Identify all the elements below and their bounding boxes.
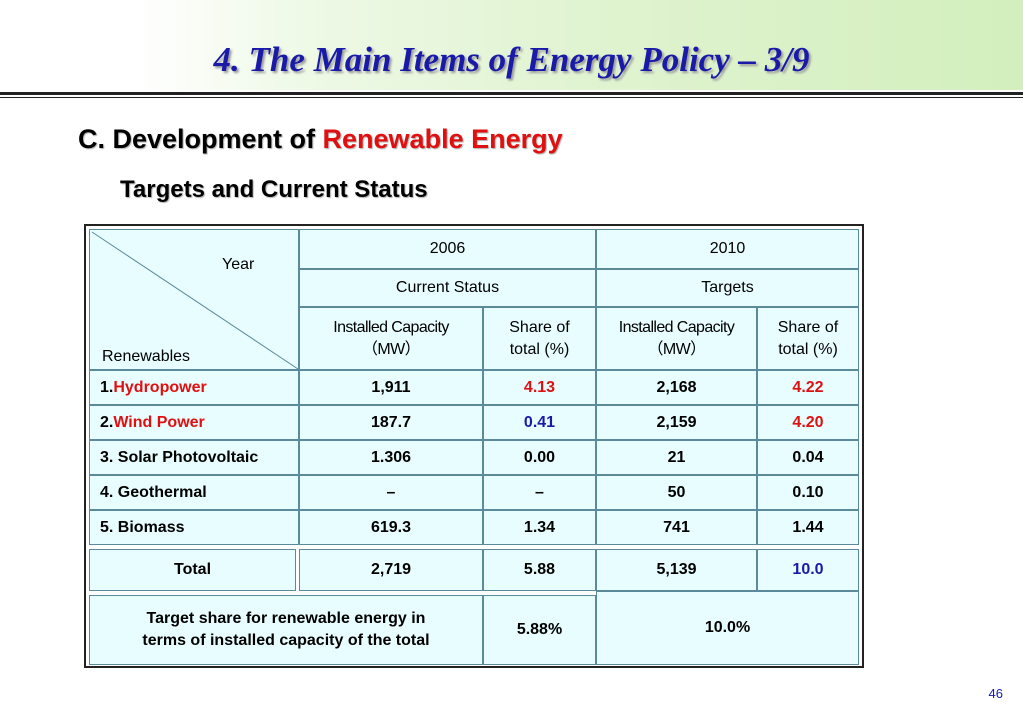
row-geothermal-name: 4. Geothermal xyxy=(89,475,299,510)
row-geothermal-share2006: – xyxy=(483,475,596,510)
title-rule-thin xyxy=(0,97,1023,98)
row-wind-cap2010: 2,159 xyxy=(596,405,757,440)
section-heading: C. Development of Renewable Energy xyxy=(78,124,563,155)
row-solar-cap2006: 1.306 xyxy=(299,440,483,475)
row-biomass-cap2006: 619.3 xyxy=(299,510,483,545)
total-pct-label: total (%) xyxy=(509,340,570,358)
total-cap2006: 2,719 xyxy=(299,549,483,591)
row-hydropower-share2010: 4.22 xyxy=(757,370,859,405)
target-share-label-line2: terms of installed capacity of the total xyxy=(142,632,430,649)
row-hydropower-name: 1. Hydropower xyxy=(89,370,299,405)
installed-capacity-2010-header: Installed Capacity （MW） xyxy=(596,307,757,370)
row-hydropower-cap2010: 2,168 xyxy=(596,370,757,405)
title-rule-thick xyxy=(0,92,1023,95)
total-cap2010: 5,139 xyxy=(596,549,757,591)
year-2006-header: 2006 xyxy=(299,229,596,269)
row-geothermal-cap2010: 50 xyxy=(596,475,757,510)
target-share-2010: 10.0% xyxy=(596,591,859,665)
renewables-table: Year Renewables 2006 2010 Current Status… xyxy=(84,224,864,668)
row-biomass-cap2010: 741 xyxy=(596,510,757,545)
corner-header-cell: Year Renewables xyxy=(89,229,299,370)
total-label: Total xyxy=(89,549,296,591)
row-wind-name: 2. Wind Power xyxy=(89,405,299,440)
installed-capacity-2006-header: Installed Capacity （MW） xyxy=(299,307,483,370)
share-2006-header: Share of total (%) xyxy=(483,307,596,370)
page-number: 46 xyxy=(988,686,1003,701)
table-heading: Targets and Current Status xyxy=(120,176,428,203)
year-label: Year xyxy=(222,256,255,273)
current-status-header: Current Status xyxy=(299,269,596,307)
corner-diagonal-line xyxy=(91,231,299,370)
target-share-label: Target share for renewable energy in ter… xyxy=(89,595,483,665)
target-share-2006: 5.88% xyxy=(483,595,596,665)
installed-capacity-label: Installed Capacity xyxy=(333,318,449,336)
row-solar-share2010: 0.04 xyxy=(757,440,859,475)
row-geothermal-share2010: 0.10 xyxy=(757,475,859,510)
row-wind-share2006: 0.41 xyxy=(483,405,596,440)
row-biomass-share2010: 1.44 xyxy=(757,510,859,545)
share-of-label: Share of xyxy=(509,318,570,336)
targets-header: Targets xyxy=(596,269,859,307)
share-of-label: Share of xyxy=(777,318,839,336)
total-pct-label: total (%) xyxy=(778,340,838,358)
year-2010-header: 2010 xyxy=(596,229,859,269)
total-share2010: 10.0 xyxy=(757,549,859,591)
row-solar-name: 3. Solar Photovoltaic xyxy=(89,440,299,475)
target-share-label-line1: Target share for renewable energy in xyxy=(146,610,426,627)
section-heading-highlight: Renewable Energy xyxy=(322,124,563,154)
total-share2006: 5.88 xyxy=(483,549,596,591)
row-hydropower-share2006: 4.13 xyxy=(483,370,596,405)
row-number: 2. xyxy=(100,413,114,431)
unit-mw-label: （MW） xyxy=(647,340,706,358)
renewable-name: Hydropower xyxy=(113,378,207,396)
row-biomass-name: 5. Biomass xyxy=(89,510,299,545)
row-hydropower-cap2006: 1,911 xyxy=(299,370,483,405)
row-wind-share2010: 4.20 xyxy=(757,405,859,440)
row-solar-cap2010: 21 xyxy=(596,440,757,475)
renewable-name: Wind Power xyxy=(113,413,205,431)
renewables-label: Renewables xyxy=(102,348,191,365)
row-geothermal-cap2006: – xyxy=(299,475,483,510)
row-solar-share2006: 0.00 xyxy=(483,440,596,475)
title-band xyxy=(0,0,1023,90)
slide-title: 4. The Main Items of Energy Policy – 3/9 xyxy=(213,40,810,79)
unit-mw-label: （MW） xyxy=(361,340,421,358)
share-2010-header: Share of total (%) xyxy=(757,307,859,370)
installed-capacity-label: Installed Capacity xyxy=(618,318,735,336)
row-number: 1. xyxy=(100,378,114,396)
section-heading-prefix: C. Development of xyxy=(78,124,323,154)
row-wind-cap2006: 187.7 xyxy=(299,405,483,440)
row-biomass-share2006: 1.34 xyxy=(483,510,596,545)
